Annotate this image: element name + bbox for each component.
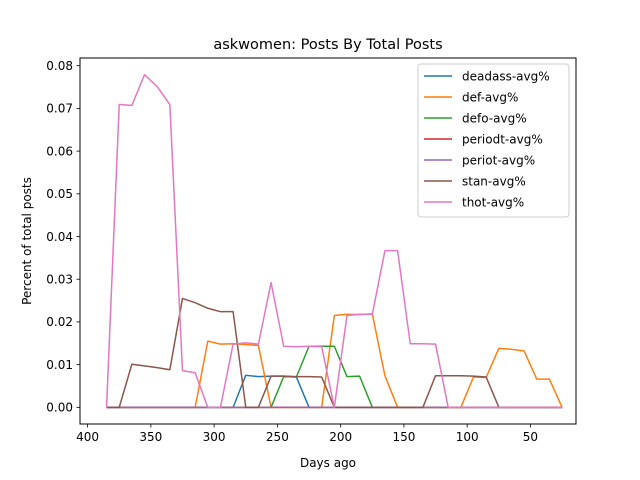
x-tick-label-6: 100 [456,430,479,444]
y-axis-label: Percent of total posts [20,177,34,305]
x-tick-label-5: 150 [392,430,415,444]
x-tick-label-2: 300 [203,430,226,444]
y-tick-label-7: 0.07 [46,102,73,116]
plot-frame [79,57,577,425]
x-tick-label-4: 200 [329,430,352,444]
y-tick-label-2: 0.02 [46,315,73,329]
y-tick-label-3: 0.03 [46,273,73,287]
x-tick-label-0: 400 [76,430,99,444]
x-tick-label-3: 250 [266,430,289,444]
legend-entry-6: thot-avg% [462,195,524,209]
plot-lines [105,73,563,409]
y-tick-label-5: 0.05 [46,187,73,201]
y-tick-label-0: 0.00 [46,401,73,415]
legend-entry-4: periot-avg% [462,153,535,167]
chart-title: askwomen: Posts By Total Posts [213,37,442,53]
legend-entry-5: stan-avg% [462,174,526,188]
x-tick-label-7: 50 [523,430,538,444]
y-tick-label-4: 0.04 [46,230,73,244]
x-axis-label: Days ago [300,456,356,470]
y-axis: 0.00 0.01 0.02 0.03 0.04 0.05 0.06 0.07 0.08 [46,59,80,415]
legend-entry-2: defo-avg% [462,111,527,125]
x-tick-label-1: 350 [139,430,162,444]
x-axis: 400 350 300 250 200 150 100 50 [76,424,538,444]
legend-box [417,63,570,218]
legend: deadass-avg% def-avg% defo-avg% periodt-avg… [417,63,570,218]
legend-entry-0: deadass-avg% [462,69,550,83]
y-tick-label-1: 0.01 [46,358,73,372]
legend-entry-3: periodt-avg% [462,132,543,146]
legend-entry-1: def-avg% [462,90,518,104]
y-tick-label-6: 0.06 [46,144,73,158]
series-line-6 [105,73,563,409]
y-tick-label-8: 0.08 [46,59,73,73]
